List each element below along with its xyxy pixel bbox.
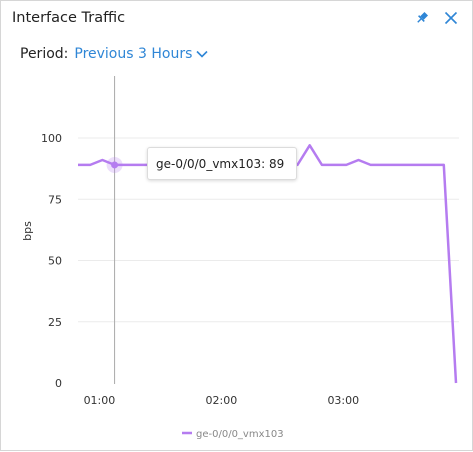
y-axis-label: bps bbox=[21, 221, 34, 241]
y-tick-label: 75 bbox=[48, 193, 62, 206]
panel-title: Interface Traffic bbox=[12, 10, 126, 26]
period-row: Period: Previous 3 Hours bbox=[20, 46, 208, 62]
y-tick-label: 25 bbox=[48, 316, 62, 329]
close-icon[interactable] bbox=[440, 7, 462, 29]
y-tick-label: 0 bbox=[55, 377, 62, 390]
legend-label: ge-0/0/0_vmx103 bbox=[196, 429, 284, 440]
chart-tooltip: ge-0/0/0_vmx103: 89 bbox=[147, 147, 297, 180]
x-tick-label: 01:00 bbox=[84, 394, 116, 407]
period-dropdown[interactable]: Previous 3 Hours bbox=[74, 46, 208, 62]
hover-point bbox=[111, 161, 119, 169]
pin-icon[interactable] bbox=[411, 7, 433, 29]
period-value: Previous 3 Hours bbox=[74, 46, 193, 62]
x-tick-label: 03:00 bbox=[327, 394, 359, 407]
series-line-ge-0-0-0-vmx103 bbox=[78, 144, 458, 384]
y-tick-label: 50 bbox=[48, 255, 62, 268]
chevron-down-icon bbox=[196, 50, 208, 58]
x-tick-label: 02:00 bbox=[206, 394, 238, 407]
period-label: Period: bbox=[20, 46, 69, 62]
y-tick-label: 100 bbox=[41, 132, 62, 145]
